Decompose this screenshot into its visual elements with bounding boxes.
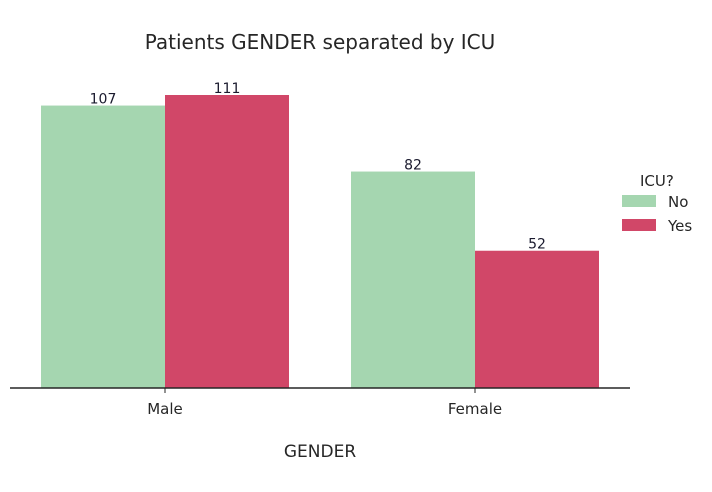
bar-male-no [41, 105, 165, 388]
bars-group [41, 95, 599, 388]
x-ticks-group: Male Female [147, 388, 502, 418]
data-label-male-yes: 111 [214, 81, 241, 97]
legend-label-yes: Yes [667, 217, 692, 235]
data-label-female-yes: 52 [528, 237, 546, 253]
legend: ICU? No Yes [622, 172, 692, 235]
data-labels-group: 107 111 82 52 [90, 81, 546, 253]
legend-label-no: No [668, 193, 688, 211]
data-label-male-no: 107 [90, 92, 117, 108]
bar-female-no [351, 171, 475, 388]
x-tick-label-female: Female [448, 400, 502, 418]
legend-swatch-yes [622, 219, 656, 231]
chart-title: Patients GENDER separated by ICU [145, 30, 496, 54]
x-tick-label-male: Male [147, 400, 183, 418]
bar-male-yes [165, 95, 289, 388]
data-label-female-no: 82 [404, 158, 422, 174]
legend-title: ICU? [640, 172, 674, 190]
bar-female-yes [475, 250, 599, 388]
x-axis-label: GENDER [284, 442, 356, 462]
legend-swatch-no [622, 195, 656, 207]
